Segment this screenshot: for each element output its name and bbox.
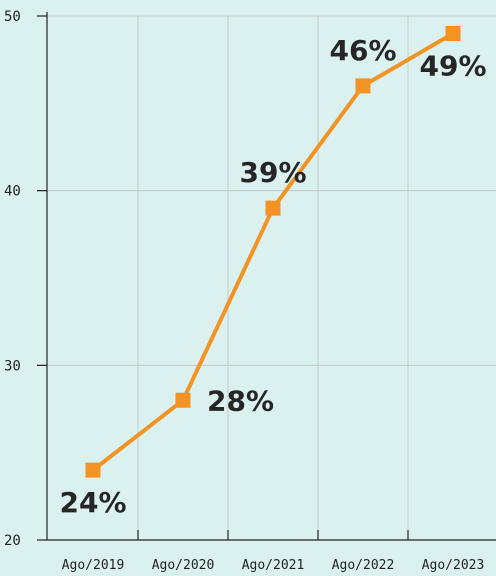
y-axis-ticks: 20 30 40 50 [4, 9, 47, 549]
data-label: 39% [239, 156, 306, 189]
x-axis-ticks: Ago/2019 Ago/2020 Ago/2021 Ago/2022 Ago/2023 [62, 530, 485, 573]
data-labels: 24% 28% 39% 46% 49% [59, 34, 486, 519]
series-layer [85, 25, 461, 478]
y-tick-label: 30 [4, 358, 21, 374]
grid-lines [47, 15, 496, 540]
data-label: 24% [59, 486, 126, 519]
data-point-marker [85, 462, 101, 478]
x-tick-label: Ago/2023 [422, 558, 485, 573]
data-point-marker [265, 200, 281, 216]
y-tick-label: 20 [4, 533, 21, 549]
data-label: 49% [419, 49, 486, 82]
data-label: 46% [329, 34, 396, 67]
data-point-marker [445, 25, 461, 41]
x-tick-label: Ago/2022 [332, 558, 395, 573]
x-tick-label: Ago/2019 [62, 558, 125, 573]
data-point-marker [175, 392, 191, 408]
x-tick-label: Ago/2021 [242, 558, 305, 573]
x-tick-label: Ago/2020 [152, 558, 215, 573]
axes [46, 12, 496, 541]
data-point-marker [355, 78, 371, 94]
y-tick-label: 40 [4, 184, 21, 200]
y-tick-label: 50 [4, 9, 21, 25]
data-label: 28% [207, 384, 274, 417]
